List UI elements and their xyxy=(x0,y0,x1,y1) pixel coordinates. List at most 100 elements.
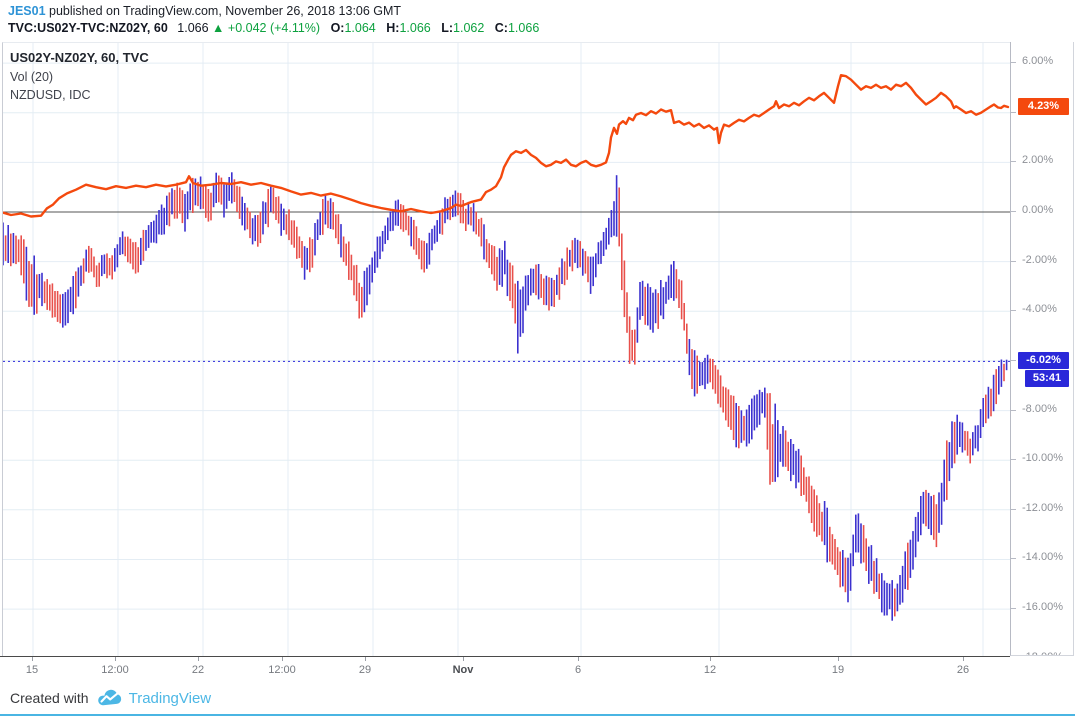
spread-bar xyxy=(725,387,727,421)
high-value: 1.066 xyxy=(399,21,431,35)
author-link[interactable]: JES01 xyxy=(8,4,46,18)
spread-bar xyxy=(405,212,407,231)
time-tick-mark xyxy=(198,657,199,661)
spread-bar xyxy=(553,280,555,307)
spread-bar xyxy=(995,369,997,405)
spread-bar xyxy=(909,539,912,578)
spread-bar xyxy=(628,316,631,364)
spread-bar xyxy=(626,292,628,333)
spread-bar xyxy=(418,238,420,260)
spread-bar xyxy=(155,214,158,244)
spread-bar xyxy=(127,236,129,263)
spread-bar xyxy=(574,237,576,263)
open-label: O: xyxy=(330,21,345,35)
spread-bar xyxy=(272,187,275,214)
spread-bar xyxy=(524,275,527,311)
price-tick-label: -16.00% xyxy=(1022,601,1063,613)
spread-bar xyxy=(870,545,873,581)
chart-canvas[interactable] xyxy=(3,43,1011,657)
spread-bar xyxy=(753,395,756,431)
spread-bar xyxy=(563,261,566,286)
spread-bar xyxy=(132,242,134,270)
spread-bar xyxy=(241,196,243,226)
spread-bar xyxy=(270,186,272,212)
spread-bar xyxy=(527,275,529,306)
spread-bar xyxy=(329,198,332,229)
spread-bar xyxy=(660,280,662,316)
spread-bar xyxy=(805,476,808,502)
spread-bar xyxy=(470,207,472,226)
spread-bar xyxy=(10,233,12,267)
price-tick-mark xyxy=(1011,558,1016,559)
spread-bar xyxy=(649,287,652,330)
spread-bar xyxy=(80,265,82,286)
spread-bar xyxy=(225,183,228,209)
spread-bar xyxy=(218,175,220,203)
spread-bar xyxy=(561,258,563,284)
spread-bar xyxy=(1000,359,1003,387)
spread-bar xyxy=(792,444,795,475)
spread-bar xyxy=(673,261,675,301)
chart-plot-surface[interactable] xyxy=(2,42,1011,657)
spread-bar xyxy=(922,491,925,524)
spread-bar xyxy=(974,425,977,449)
spread-bar xyxy=(761,392,763,414)
spread-bar xyxy=(381,231,384,252)
time-tick-label: 29 xyxy=(358,664,372,676)
spread-bar xyxy=(23,239,25,284)
spread-bar xyxy=(504,240,506,275)
spread-bar xyxy=(192,177,194,213)
spread-bar xyxy=(223,184,225,218)
spread-bar xyxy=(652,292,654,333)
price-axis[interactable]: 6.00% 2.00% 0.00% -2.00% -4.00% -8.00% -10.00%… xyxy=(1010,42,1074,656)
spread-bar xyxy=(917,512,919,542)
spread-bar xyxy=(69,286,72,312)
spread-bar xyxy=(462,200,464,224)
tradingview-logo-icon[interactable] xyxy=(97,689,123,707)
spread-bar xyxy=(933,494,935,540)
spread-bar xyxy=(584,251,587,274)
spread-bar xyxy=(420,240,423,270)
time-axis[interactable]: 15 12:00 22 12:00 29 Nov 6 12 19 26 xyxy=(0,656,1010,683)
spread-bar xyxy=(855,514,857,553)
tradingview-brand-link[interactable]: TradingView xyxy=(128,689,212,707)
spread-bar xyxy=(571,240,574,272)
spread-bar xyxy=(556,274,558,295)
spread-bar xyxy=(322,199,324,235)
spread-bar xyxy=(717,369,719,404)
spread-bar xyxy=(36,274,38,314)
spread-bar xyxy=(392,210,394,231)
time-tick-mark xyxy=(32,657,33,661)
spread-bar xyxy=(998,366,1000,395)
spread-bar xyxy=(519,289,522,337)
time-tick-label: 22 xyxy=(191,664,205,676)
price-tick-mark xyxy=(1011,608,1016,609)
spread-bar xyxy=(595,253,597,278)
spread-bar xyxy=(20,235,22,276)
spread-bar xyxy=(290,220,293,245)
spread-bar xyxy=(600,240,602,264)
spread-bar xyxy=(43,281,46,304)
spread-bar xyxy=(238,186,241,219)
spread-bar xyxy=(501,250,503,287)
spread-bar xyxy=(727,389,730,427)
spread-bar xyxy=(857,513,860,553)
spread-bar xyxy=(288,209,290,241)
spread-bar xyxy=(878,573,880,599)
spread-bar xyxy=(634,329,636,365)
spread-bar xyxy=(358,282,360,319)
spread-bar xyxy=(72,276,74,315)
spread-bar xyxy=(498,248,501,285)
spread-bar xyxy=(374,251,376,273)
change-arrow-icon: ▲ xyxy=(212,21,225,35)
spread-bar xyxy=(701,362,704,386)
spread-bar xyxy=(54,291,56,318)
spread-bar xyxy=(834,539,836,570)
spread-bar xyxy=(951,421,953,469)
spread-bar xyxy=(517,280,519,354)
spread-bar xyxy=(90,248,93,272)
spread-bar xyxy=(189,183,191,211)
spread-bar xyxy=(966,431,969,456)
spread-bar xyxy=(914,516,917,558)
spread-bar xyxy=(992,374,995,412)
